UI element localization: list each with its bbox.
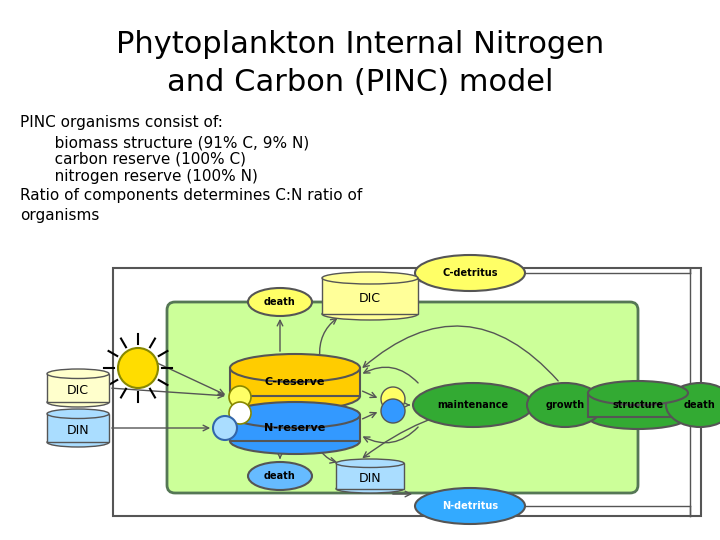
- FancyBboxPatch shape: [336, 463, 404, 489]
- FancyBboxPatch shape: [113, 268, 701, 516]
- Ellipse shape: [588, 381, 688, 405]
- Text: N-reserve: N-reserve: [264, 423, 325, 433]
- Circle shape: [213, 416, 237, 440]
- Text: structure: structure: [613, 400, 664, 410]
- Ellipse shape: [248, 288, 312, 316]
- Ellipse shape: [47, 397, 109, 407]
- Text: and Carbon (PINC) model: and Carbon (PINC) model: [167, 68, 553, 97]
- Ellipse shape: [415, 255, 525, 291]
- Circle shape: [229, 386, 251, 408]
- Ellipse shape: [230, 428, 360, 454]
- Text: death: death: [264, 471, 296, 481]
- Ellipse shape: [413, 383, 533, 427]
- FancyBboxPatch shape: [230, 368, 360, 396]
- Text: C-reserve: C-reserve: [265, 377, 325, 387]
- Ellipse shape: [47, 409, 109, 419]
- Ellipse shape: [336, 459, 404, 468]
- Text: biomass structure (91% C, 9% N): biomass structure (91% C, 9% N): [40, 135, 310, 150]
- Text: DIC: DIC: [359, 293, 381, 306]
- Ellipse shape: [415, 488, 525, 524]
- Circle shape: [381, 387, 405, 411]
- Ellipse shape: [527, 383, 603, 427]
- Ellipse shape: [588, 405, 688, 429]
- FancyBboxPatch shape: [47, 374, 109, 402]
- Text: death: death: [264, 297, 296, 307]
- Text: DIC: DIC: [67, 384, 89, 397]
- Text: DIN: DIN: [359, 472, 382, 485]
- Text: Phytoplankton Internal Nitrogen: Phytoplankton Internal Nitrogen: [116, 30, 604, 59]
- Text: nitrogen reserve (100% N): nitrogen reserve (100% N): [40, 169, 258, 184]
- Text: DIN: DIN: [67, 424, 89, 437]
- Circle shape: [381, 399, 405, 423]
- Text: organisms: organisms: [20, 208, 99, 223]
- FancyBboxPatch shape: [322, 278, 418, 314]
- FancyBboxPatch shape: [167, 302, 638, 493]
- Text: maintenance: maintenance: [438, 400, 508, 410]
- FancyBboxPatch shape: [230, 415, 360, 441]
- Text: PINC organisms consist of:: PINC organisms consist of:: [20, 115, 223, 130]
- Ellipse shape: [666, 383, 720, 427]
- Text: Ratio of components determines C:N ratio of: Ratio of components determines C:N ratio…: [20, 188, 362, 203]
- FancyBboxPatch shape: [588, 393, 688, 417]
- Ellipse shape: [322, 272, 418, 284]
- FancyBboxPatch shape: [47, 414, 109, 442]
- Text: N-detritus: N-detritus: [442, 501, 498, 511]
- Ellipse shape: [230, 382, 360, 410]
- Text: growth: growth: [546, 400, 585, 410]
- Circle shape: [118, 348, 158, 388]
- Text: C-detritus: C-detritus: [442, 268, 498, 278]
- Ellipse shape: [47, 437, 109, 447]
- Text: death: death: [684, 400, 716, 410]
- Ellipse shape: [322, 308, 418, 320]
- Text: carbon reserve (100% C): carbon reserve (100% C): [40, 152, 246, 167]
- Ellipse shape: [336, 484, 404, 493]
- Ellipse shape: [248, 462, 312, 490]
- Ellipse shape: [230, 354, 360, 382]
- Ellipse shape: [47, 369, 109, 379]
- Circle shape: [229, 402, 251, 424]
- Ellipse shape: [230, 402, 360, 428]
